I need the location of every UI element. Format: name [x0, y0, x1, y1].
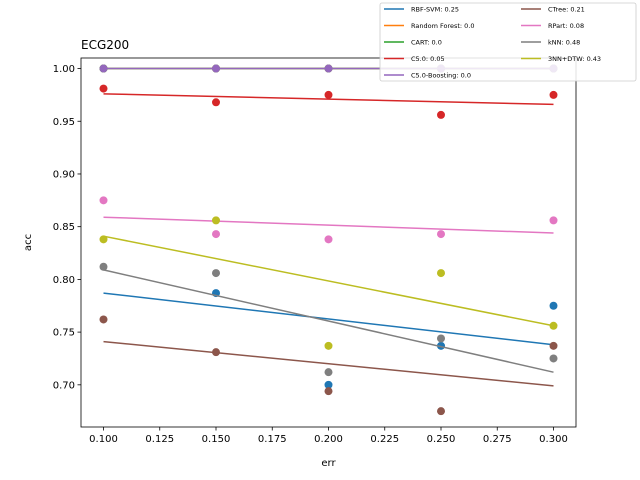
y-tick-label: 0.95	[53, 117, 75, 128]
data-point	[549, 90, 558, 99]
x-tick-label: 0.150	[202, 434, 231, 445]
legend-entry: C5.0-Boosting: 0.0	[411, 72, 471, 80]
data-point	[212, 98, 220, 107]
y-axis: 0.70 0.75 0.80 0.85 0.90 0.95 1.00	[53, 64, 81, 391]
legend-entry: CTree: 0.21	[548, 6, 585, 14]
legend-entry: RBF-SVM: 0.25	[411, 6, 459, 14]
data-point	[437, 407, 445, 416]
legend-entry: C5.0: 0.05	[411, 55, 445, 63]
data-point	[324, 368, 333, 377]
y-tick-label: 0.75	[53, 328, 75, 339]
data-point	[324, 380, 333, 389]
trend-line	[103, 269, 554, 373]
data-point	[99, 84, 108, 93]
legend-box	[379, 2, 637, 82]
data-point	[99, 315, 108, 324]
data-point	[212, 216, 220, 225]
series-group	[99, 196, 558, 244]
trend-line	[103, 93, 554, 106]
series-group	[99, 262, 558, 377]
legend-entry: kNN: 0.48	[548, 39, 580, 47]
series-group	[99, 315, 558, 416]
series-group	[99, 84, 558, 119]
plot-area	[99, 64, 558, 416]
chart-title: ECG200	[81, 38, 129, 52]
y-tick-label: 1.00	[53, 64, 75, 75]
y-axis-label: acc	[23, 234, 34, 251]
x-tick-label: 0.250	[427, 434, 456, 445]
data-point	[212, 269, 220, 278]
data-point	[324, 90, 333, 99]
data-point	[212, 230, 220, 239]
data-point	[324, 341, 333, 350]
trend-line	[103, 216, 554, 234]
legend: RBF-SVM: 0.25 Random Forest: 0.0 CART: 0.0…	[379, 2, 637, 82]
y-tick-label: 0.90	[53, 169, 75, 180]
x-axis-label: err	[321, 458, 336, 469]
x-tick-label: 0.175	[258, 434, 287, 445]
y-tick-label: 0.85	[53, 222, 75, 233]
data-point	[549, 341, 558, 350]
trend-line	[103, 235, 554, 327]
series-group	[99, 64, 558, 389]
data-point	[549, 216, 558, 225]
x-tick-label: 0.200	[314, 434, 343, 445]
y-tick-label: 0.80	[53, 275, 75, 286]
x-tick-label: 0.125	[145, 434, 174, 445]
data-point	[99, 196, 108, 205]
x-axis: 0.100 0.125 0.150 0.175 0.200 0.225 0.250 0.275…	[89, 427, 568, 445]
legend-entry: Random Forest: 0.0	[411, 22, 475, 30]
legend-entry: 3NN+DTW: 0.43	[548, 55, 601, 63]
series-group	[99, 216, 558, 350]
data-point	[437, 230, 445, 239]
x-tick-label: 0.300	[539, 434, 568, 445]
x-tick-label: 0.225	[370, 434, 399, 445]
legend-entry: RPart: 0.08	[548, 22, 584, 30]
data-point	[437, 269, 445, 278]
data-point	[437, 334, 445, 343]
x-tick-label: 0.275	[483, 434, 512, 445]
legend-entry: CART: 0.0	[411, 39, 442, 47]
data-point	[549, 301, 558, 310]
data-point	[549, 354, 558, 363]
trend-line	[103, 340, 554, 387]
data-point	[324, 235, 333, 244]
trend-line	[103, 292, 554, 346]
data-point	[99, 262, 108, 271]
data-point	[324, 387, 333, 396]
y-tick-label: 0.70	[53, 380, 75, 391]
x-tick-label: 0.100	[89, 434, 118, 445]
data-point	[437, 110, 445, 119]
